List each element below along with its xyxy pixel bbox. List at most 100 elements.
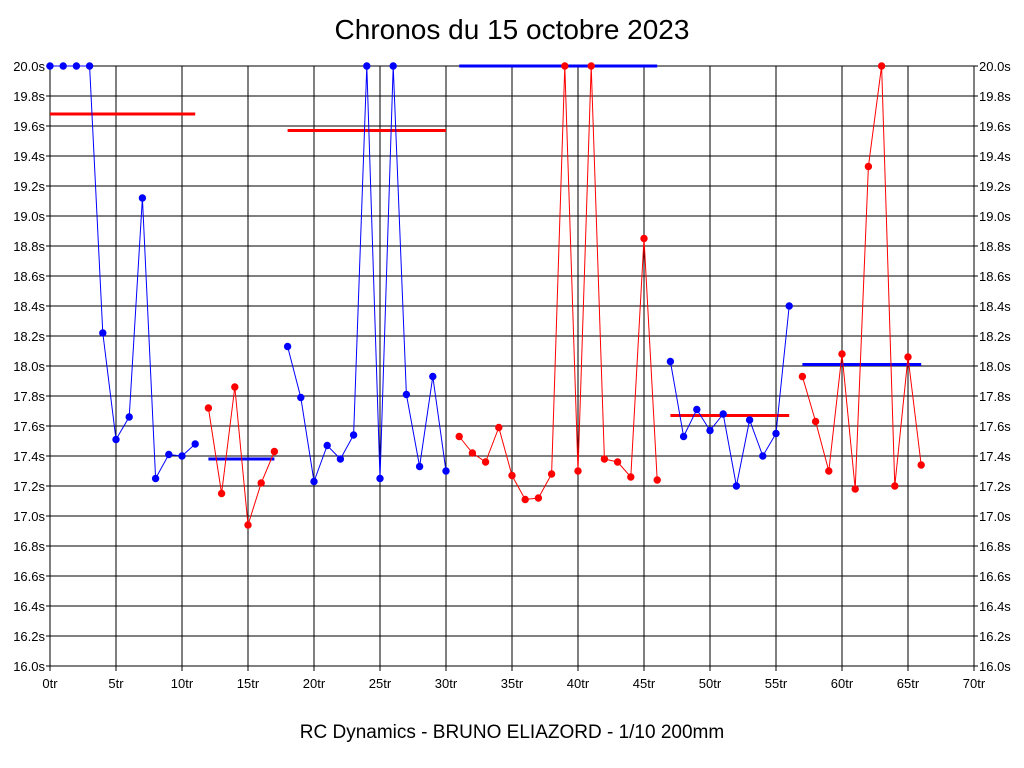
data-point (825, 467, 833, 475)
data-point (495, 423, 503, 432)
data-point (732, 482, 741, 490)
data-point (600, 455, 609, 463)
data-point (706, 426, 714, 435)
data-point (547, 470, 556, 478)
y-tick-label-left: 18.6s (13, 269, 45, 284)
y-tick-label-left: 19.6s (13, 119, 45, 134)
data-point (217, 489, 226, 498)
data-point (389, 62, 397, 70)
data-point (125, 413, 133, 421)
data-point (72, 62, 81, 70)
y-tick-label-left: 17.2s (13, 479, 45, 494)
y-tick-label-right: 18.0s (979, 359, 1011, 374)
data-point (310, 477, 318, 486)
data-point (297, 393, 305, 402)
series-line (669, 305, 790, 487)
data-point (270, 447, 279, 456)
data-point (719, 410, 727, 418)
x-tick-label: 35tr (501, 676, 524, 691)
data-point (191, 440, 199, 448)
y-tick-label-left: 17.0s (13, 509, 45, 524)
y-tick-label-right: 20.0s (979, 59, 1011, 74)
data-point (640, 234, 648, 243)
data-point (165, 450, 173, 459)
y-tick-label-left: 17.8s (13, 389, 45, 404)
series-line (801, 65, 922, 490)
y-tick-label-left: 17.6s (13, 419, 45, 434)
data-point (59, 62, 67, 70)
y-tick-label-left: 18.8s (13, 239, 45, 254)
x-tick-label: 0tr (42, 676, 58, 691)
y-tick-label-right: 18.4s (979, 299, 1011, 314)
y-tick-label-right: 18.8s (979, 239, 1011, 254)
y-tick-label-right: 19.4s (979, 149, 1011, 164)
data-point (429, 372, 437, 381)
x-tick-label: 45tr (633, 676, 656, 691)
data-point (257, 479, 265, 487)
x-tick-label: 65tr (897, 676, 920, 691)
data-point (666, 357, 675, 366)
y-tick-label-right: 18.6s (979, 269, 1011, 284)
y-tick-label-right: 17.6s (979, 419, 1011, 434)
x-tick-label: 70tr (963, 676, 986, 691)
data-point (838, 350, 846, 358)
chart-subtitle: RC Dynamics - BRUNO ELIAZORD - 1/10 200m… (299, 722, 725, 743)
y-tick-label-right: 17.2s (979, 479, 1011, 494)
data-point (587, 62, 595, 70)
data-point (138, 194, 147, 202)
y-tick-label-left: 16.6s (13, 569, 45, 584)
series-line (458, 65, 658, 501)
data-point (481, 458, 490, 466)
data-point (693, 405, 701, 414)
data-point (877, 62, 886, 70)
data-point (363, 62, 371, 70)
y-tick-label-left: 16.4s (13, 599, 45, 614)
y-tick-label-right: 16.6s (979, 569, 1011, 584)
x-tick-label: 25tr (369, 676, 392, 691)
x-tick-label: 30tr (435, 676, 458, 691)
data-point (99, 329, 107, 337)
x-tick-label: 10tr (171, 676, 194, 691)
y-tick-label-left: 17.4s (13, 449, 45, 464)
x-tick-label: 15tr (237, 676, 260, 691)
data-point (415, 462, 424, 471)
y-tick-label-left: 19.2s (13, 179, 45, 194)
data-point (851, 485, 859, 493)
data-point (244, 521, 252, 529)
y-tick-label-right: 19.0s (979, 209, 1011, 224)
data-point (653, 476, 661, 484)
data-point (151, 474, 160, 483)
series-line (207, 386, 275, 526)
data-point (627, 473, 635, 481)
y-tick-label-right: 19.2s (979, 179, 1011, 194)
x-tick-label: 60tr (831, 676, 854, 691)
data-point (521, 495, 529, 504)
data-point (402, 390, 411, 399)
data-point (904, 353, 912, 361)
x-tick-label: 50tr (699, 676, 722, 691)
y-tick-label-left: 18.2s (13, 329, 45, 344)
y-tick-label-right: 19.8s (979, 89, 1011, 104)
data-point (468, 449, 477, 457)
y-tick-label-right: 17.0s (979, 509, 1011, 524)
data-point (917, 461, 925, 469)
data-point (772, 429, 780, 438)
data-point (178, 452, 186, 460)
data-point (891, 482, 899, 490)
y-tick-label-left: 19.4s (13, 149, 45, 164)
y-tick-label-left: 16.0s (13, 659, 45, 674)
x-tick-label: 20tr (303, 676, 326, 691)
y-tick-label-right: 17.4s (979, 449, 1011, 464)
data-point (46, 62, 54, 70)
y-tick-label-left: 20.0s (13, 59, 45, 74)
y-tick-label-right: 18.2s (979, 329, 1011, 344)
data-point (679, 432, 688, 441)
x-tick-label: 5tr (108, 676, 124, 691)
data-point (508, 471, 516, 480)
data-point (231, 383, 239, 391)
data-point (283, 342, 292, 351)
y-tick-label-left: 16.8s (13, 539, 45, 554)
data-point (442, 467, 450, 475)
